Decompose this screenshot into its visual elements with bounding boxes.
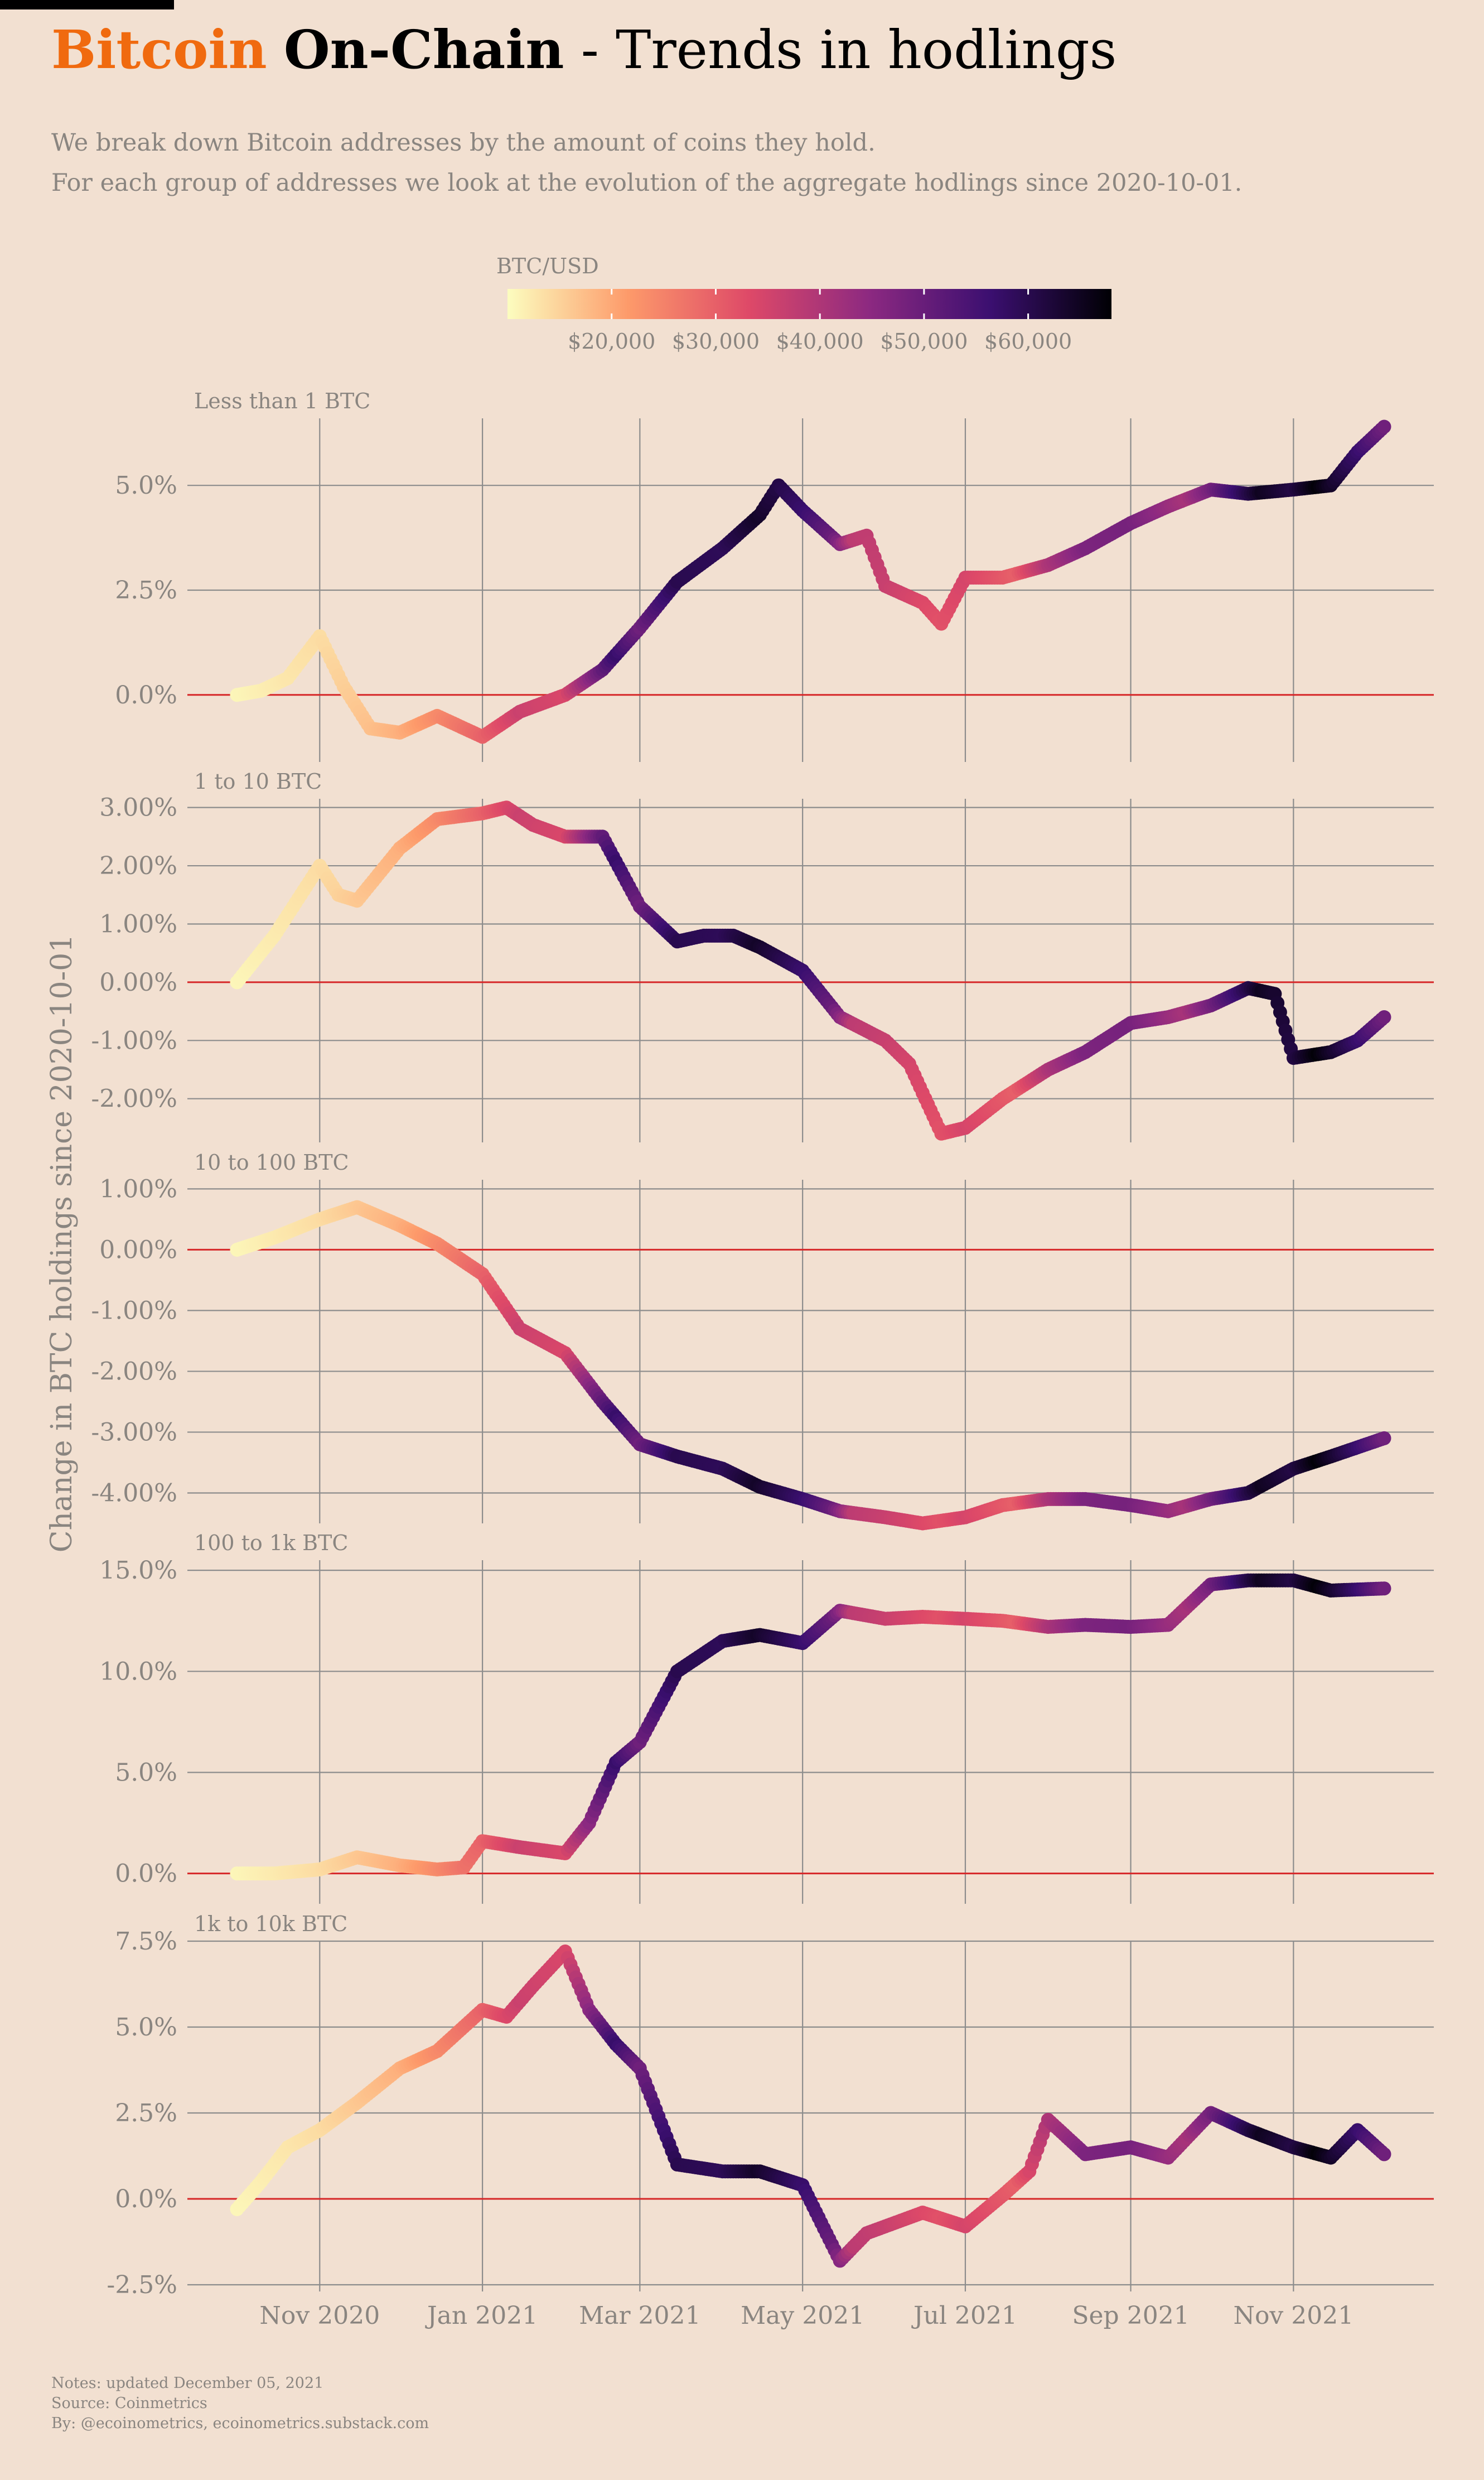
x-tick-label: Mar 2021 bbox=[579, 2302, 700, 2330]
series-points bbox=[230, 1945, 1391, 2268]
notes: Notes: updated December 05, 2021 Source:… bbox=[51, 2373, 429, 2434]
data-point bbox=[1377, 1581, 1391, 1596]
y-tick-label: 0.0% bbox=[115, 2185, 177, 2213]
panel-label: 1 to 10 BTC bbox=[194, 769, 322, 794]
y-tick-label: 15.0% bbox=[99, 1556, 177, 1585]
panel-label: 10 to 100 BTC bbox=[194, 1150, 349, 1175]
data-point bbox=[1377, 419, 1391, 434]
legend-tick-label: $40,000 bbox=[776, 329, 864, 354]
data-point bbox=[1377, 1010, 1391, 1024]
legend-tick-label: $30,000 bbox=[672, 329, 760, 354]
x-axis: Nov 2020 Jan 2021 Mar 2021 May 2021 Jul 2021… bbox=[259, 2285, 1354, 2330]
data-point bbox=[1377, 1431, 1391, 1445]
y-tick-label: -3.00% bbox=[91, 1418, 177, 1446]
legend-tick-label: $50,000 bbox=[880, 329, 968, 354]
y-tick-label: 0.00% bbox=[99, 968, 177, 997]
data-point bbox=[1377, 2147, 1391, 2161]
y-tick-label: 5.0% bbox=[115, 471, 177, 500]
subtitle: We break down Bitcoin addresses by the a… bbox=[51, 123, 1242, 203]
series-points bbox=[230, 419, 1391, 744]
x-tick-label: Jan 2021 bbox=[425, 2302, 538, 2330]
subtitle-line-1: We break down Bitcoin addresses by the a… bbox=[51, 129, 876, 157]
top-accent-bar bbox=[0, 0, 174, 9]
notes-source: Source: Coinmetrics bbox=[51, 2395, 207, 2412]
x-tick-label: Nov 2021 bbox=[1233, 2302, 1354, 2330]
notes-updated: Notes: updated December 05, 2021 bbox=[51, 2375, 324, 2392]
x-tick-label: Nov 2020 bbox=[259, 2302, 380, 2330]
title-brand: Bitcoin bbox=[51, 19, 267, 81]
y-tick-label: -4.00% bbox=[91, 1479, 177, 1507]
y-tick-label: 5.0% bbox=[115, 1758, 177, 1787]
y-tick-label: -2.00% bbox=[91, 1357, 177, 1386]
legend-tick-label: $60,000 bbox=[984, 329, 1072, 354]
panel-label: Less than 1 BTC bbox=[194, 389, 370, 413]
x-tick-label: Sep 2021 bbox=[1072, 2302, 1189, 2330]
series-points bbox=[230, 800, 1391, 1141]
y-tick-label: 1.00% bbox=[99, 1175, 177, 1203]
title-series: On-Chain bbox=[283, 19, 564, 81]
series-points bbox=[230, 1200, 1391, 1531]
panel-2: 1 to 10 BTC -2.00% -1.00% 0.00% 1.00% 2.00% 3.… bbox=[91, 769, 1434, 1142]
y-tick-label: 3.00% bbox=[99, 794, 177, 822]
legend-tick-label: $20,000 bbox=[568, 329, 655, 354]
color-legend: BTC/USD $20,000 $30,000 $40,000 $50,000 $60,0… bbox=[496, 254, 1111, 354]
y-tick-label: -1.00% bbox=[91, 1296, 177, 1325]
panel-label: 1k to 10k BTC bbox=[194, 1912, 347, 1936]
y-tick-label: 10.0% bbox=[99, 1657, 177, 1686]
legend-title: BTC/USD bbox=[496, 254, 599, 278]
panel-5: 1k to 10k BTC -2.5% 0.0% 2.5% 5.0% 7.5% bbox=[107, 1912, 1434, 2299]
chart-panels: Less than 1 BTC 0.0% 2.5% 5.0% 1 to 10 BTC -2… bbox=[91, 389, 1434, 2299]
y-tick-label: 7.5% bbox=[115, 1927, 177, 1956]
y-axis-title: Change in BTC holdings since 2020-10-01 bbox=[45, 934, 79, 1553]
x-tick-label: May 2021 bbox=[741, 2302, 864, 2330]
y-tick-label: 2.00% bbox=[99, 852, 177, 880]
panel-3: 10 to 100 BTC -4.00% -3.00% -2.00% -1.00% 0.0… bbox=[91, 1150, 1434, 1531]
series-points bbox=[230, 1573, 1391, 1881]
y-tick-label: -2.5% bbox=[107, 2271, 177, 2299]
panel-4: 100 to 1k BTC 0.0% 5.0% 10.0% 15.0% bbox=[99, 1531, 1434, 1904]
notes-byline: By: @ecoinometrics, ecoinometrics.substa… bbox=[51, 2415, 429, 2432]
y-tick-label: 0.0% bbox=[115, 681, 177, 710]
panel-label: 100 to 1k BTC bbox=[194, 1531, 348, 1555]
y-tick-label: 5.0% bbox=[115, 2013, 177, 2042]
subtitle-line-2: For each group of addresses we look at t… bbox=[51, 169, 1243, 197]
y-tick-label: 0.00% bbox=[99, 1236, 177, 1264]
y-tick-label: -1.00% bbox=[91, 1026, 177, 1055]
y-tick-label: -2.00% bbox=[91, 1085, 177, 1113]
x-tick-label: Jul 2021 bbox=[911, 2302, 1017, 2330]
y-tick-label: 1.00% bbox=[99, 910, 177, 938]
title-rest: - Trends in hodlings bbox=[564, 20, 1117, 81]
y-tick-label: 0.0% bbox=[115, 1860, 177, 1888]
y-tick-label: 2.5% bbox=[115, 2099, 177, 2127]
y-tick-label: 2.5% bbox=[115, 576, 177, 605]
panel-1: Less than 1 BTC 0.0% 2.5% 5.0% bbox=[115, 389, 1434, 762]
legend-color-bar bbox=[507, 289, 1111, 319]
page-title: Bitcoin On-Chain - Trends in hodlings bbox=[51, 21, 1116, 80]
